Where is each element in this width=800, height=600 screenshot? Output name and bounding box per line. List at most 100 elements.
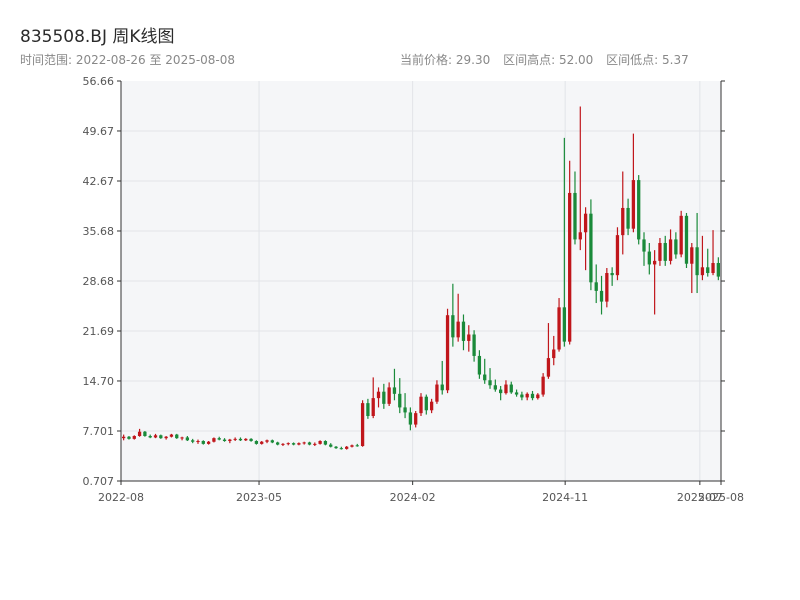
candle-body <box>583 213 588 233</box>
range-start: 2022-08-26 <box>75 53 146 67</box>
candle-body <box>318 441 322 444</box>
candle-body <box>217 438 221 440</box>
candle-body <box>212 438 216 442</box>
candle-body <box>578 232 582 240</box>
candle-body <box>520 394 524 398</box>
range-low-label: 区间低点: <box>606 53 659 67</box>
candle-body <box>371 398 375 416</box>
candle-body <box>329 444 333 447</box>
y-tick-label: 7.701 <box>83 425 115 438</box>
candle-body <box>663 242 667 261</box>
candle-body <box>599 290 604 302</box>
candle-body <box>265 440 269 442</box>
x-tick-label: 2024-11 <box>542 491 588 504</box>
range-high-label: 区间高点: <box>503 53 556 67</box>
candle-body <box>642 239 646 252</box>
candle-body <box>573 192 577 240</box>
candle-body <box>679 215 683 255</box>
x-tick-label: 2023-05 <box>236 491 282 504</box>
x-tick-label: 2024-02 <box>390 491 436 504</box>
candle-body <box>302 442 306 444</box>
candle-body <box>541 376 545 395</box>
candle-body <box>297 443 301 445</box>
candle-body <box>552 349 556 359</box>
x-tick-label: 2025-07 <box>677 491 723 504</box>
candle-body <box>254 441 259 444</box>
candle-body <box>281 443 285 445</box>
candle-body <box>674 239 678 255</box>
candle-body <box>711 263 715 274</box>
candle-body <box>456 321 460 338</box>
candle-body <box>589 213 593 283</box>
candle-body <box>557 307 561 350</box>
range-sep: 至 <box>149 53 162 67</box>
candle-body <box>621 207 625 236</box>
candle-body <box>137 431 142 437</box>
candle-body <box>461 321 466 341</box>
candle-body <box>355 445 359 447</box>
candle-body <box>637 180 641 240</box>
candle-body <box>594 282 598 291</box>
candle-body <box>536 394 540 399</box>
candle-body <box>504 384 508 394</box>
candle-body <box>546 358 551 377</box>
candle-body <box>339 448 343 450</box>
candle-body <box>605 273 609 302</box>
candle-body <box>350 445 354 447</box>
candle-body <box>180 437 184 439</box>
candle-body <box>499 389 503 394</box>
candles <box>122 106 720 450</box>
candle-body <box>323 441 328 445</box>
candle-body <box>222 439 227 442</box>
candle-body <box>403 407 407 413</box>
candle-body <box>275 442 280 445</box>
candle-body <box>700 267 705 276</box>
candle-body <box>716 263 720 277</box>
candle-body <box>626 207 630 229</box>
candle-body <box>201 441 205 444</box>
candle-body <box>164 436 168 439</box>
candle-body <box>483 374 487 381</box>
candle-body <box>488 380 492 386</box>
candle-body <box>313 443 317 445</box>
y-tick-label: 35.68 <box>83 225 115 238</box>
y-tick-label: 21.69 <box>83 325 115 338</box>
candle-body <box>387 387 391 404</box>
range-low-value: 5.37 <box>662 53 689 67</box>
candle-body <box>382 391 386 404</box>
candle-body <box>307 442 312 445</box>
candle-body <box>706 267 710 274</box>
candle-body <box>695 247 699 276</box>
candle-body <box>652 260 657 265</box>
range-label: 时间范围: <box>20 53 73 67</box>
candle-body <box>175 434 179 439</box>
candle-body <box>143 431 147 437</box>
range-end: 2025-08-08 <box>165 53 236 67</box>
candle-body <box>472 334 476 356</box>
candle-body <box>451 315 455 338</box>
current-price-label: 当前价格: <box>400 53 453 67</box>
candle-body <box>408 412 413 425</box>
candle-body <box>345 446 349 449</box>
candle-body <box>159 435 163 439</box>
y-tick-label: 14.70 <box>83 375 115 388</box>
candle-body <box>286 443 290 445</box>
candle-body <box>228 439 232 442</box>
chart-title: 835508.BJ 周K线图 <box>20 27 175 47</box>
x-tick-label: 2022-08 <box>98 491 144 504</box>
candle-body <box>366 403 370 416</box>
candle-body <box>631 180 636 229</box>
candle-body <box>334 446 338 449</box>
y-tick-label: 28.68 <box>83 275 115 288</box>
candle-body <box>493 385 497 390</box>
candle-body <box>445 315 450 391</box>
candle-body <box>191 440 195 442</box>
x-tick-label: 2025-08 <box>698 491 744 504</box>
candle-body <box>568 192 572 342</box>
candle-body <box>435 384 439 402</box>
candle-body <box>291 443 296 445</box>
candle-body <box>424 396 428 411</box>
candle-body <box>148 436 152 438</box>
candle-body <box>398 393 402 408</box>
